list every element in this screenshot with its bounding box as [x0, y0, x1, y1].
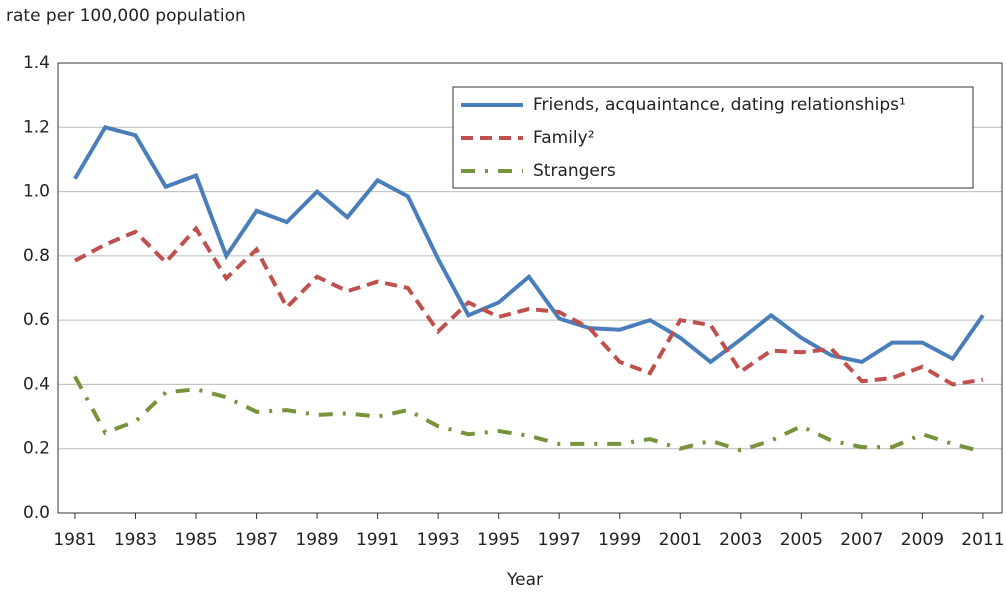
legend-box — [452, 86, 974, 189]
y-axis-label: rate per 100,000 population — [6, 6, 246, 26]
x-tick-label: 2003 — [719, 530, 762, 550]
y-tick-label: 0.2 — [23, 439, 50, 459]
y-tick-label: 1.4 — [23, 53, 50, 73]
y-tick-label: 0.6 — [23, 310, 50, 330]
x-tick-label: 1991 — [356, 530, 399, 550]
x-tick-label: 2005 — [780, 530, 823, 550]
plot-border — [57, 62, 1003, 514]
y-tick-label: 0.0 — [23, 503, 50, 523]
x-tick-label: 1995 — [477, 530, 520, 550]
y-tick-label: 1.0 — [23, 182, 50, 202]
x-tick-label: 2009 — [901, 530, 944, 550]
x-tick-label: 1997 — [538, 530, 581, 550]
y-tick-label: 0.4 — [23, 374, 50, 394]
y-tick-label: 0.8 — [23, 246, 50, 266]
x-tick-label: 2001 — [659, 530, 702, 550]
x-tick-label: 1983 — [114, 530, 157, 550]
x-tick-label: 1993 — [417, 530, 460, 550]
x-tick-label: 2007 — [840, 530, 883, 550]
x-tick-label: 1981 — [53, 530, 96, 550]
x-tick-label: 1989 — [295, 530, 338, 550]
legend-label: Strangers — [533, 161, 616, 181]
x-tick-label: 2011 — [961, 530, 1004, 550]
series-line — [73, 375, 984, 454]
x-axis-label: Year — [506, 570, 543, 590]
x-tick-label: 1985 — [174, 530, 217, 550]
x-tick-label: 1987 — [235, 530, 278, 550]
legend-label: Friends, acquaintance, dating relationsh… — [533, 95, 906, 115]
x-tick-label: 1999 — [598, 530, 641, 550]
series-line — [74, 225, 984, 387]
series-line — [73, 124, 985, 365]
y-tick-label: 1.2 — [23, 117, 50, 137]
legend-label: Family² — [533, 128, 595, 148]
